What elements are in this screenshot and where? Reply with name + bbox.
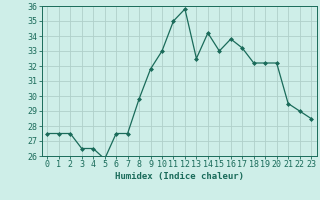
X-axis label: Humidex (Indice chaleur): Humidex (Indice chaleur): [115, 172, 244, 181]
